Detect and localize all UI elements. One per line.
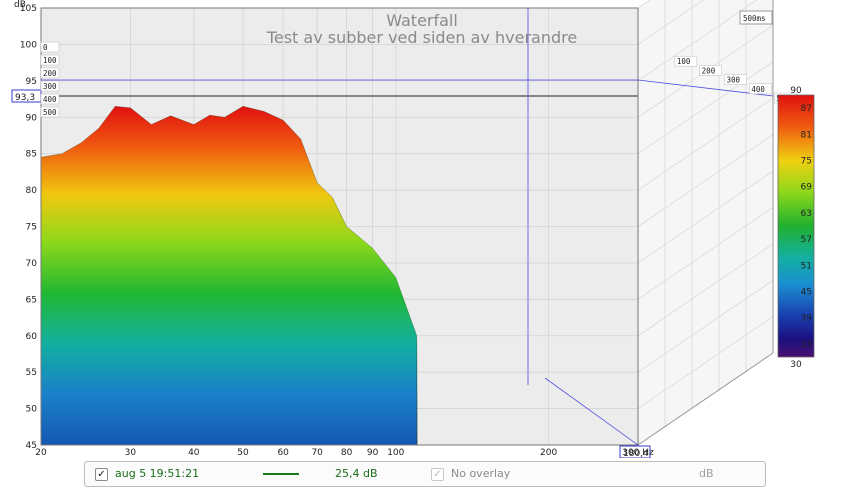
left-time-box (40, 106, 60, 118)
colorbar-tick-label: 81 (801, 130, 812, 140)
left-time-box (40, 54, 60, 66)
y-tick-label: 90 (26, 113, 38, 123)
floor-edge (637, 352, 774, 446)
colorbar-tick-label: 63 (801, 209, 812, 219)
right-grid-y-4 (637, 207, 774, 300)
cursor-x-label: 180,4 (623, 449, 649, 458)
x-tick-label: 60 (277, 448, 289, 458)
left-time-label: 300 (43, 82, 57, 91)
x-tick-label: 100 (387, 448, 404, 458)
right-time-box (699, 65, 722, 76)
legend-bar: ✓ aug 5 19:51:21 25,4 dB ✓ No overlay dB (84, 461, 766, 487)
right-time-box (674, 55, 698, 67)
left-time-box (40, 80, 60, 92)
series-line-swatch (263, 473, 299, 475)
colorbar-gradient (777, 94, 815, 358)
left-time-label: 0 (43, 43, 48, 52)
right-grid-y-6 (637, 134, 774, 227)
x-tick-label: 80 (341, 448, 353, 458)
left-time-box (40, 93, 60, 105)
overlay-checkbox[interactable]: ✓ (431, 468, 444, 481)
right-grid-y-2 (637, 279, 774, 373)
left-time-label: 100 (43, 56, 57, 65)
y-tick-label: 60 (26, 332, 38, 342)
overlay-unit: dB (699, 467, 714, 480)
surface-slice-0 (40, 106, 417, 446)
right-grid-y-1 (637, 316, 774, 409)
x-tick-label: 40 (188, 448, 200, 458)
right-wall-plane (638, 0, 773, 445)
series-checkbox[interactable]: ✓ (95, 468, 108, 481)
chart-title: Waterfall (386, 11, 458, 30)
y-tick-label: 105 (20, 4, 37, 14)
left-time-label: 400 (43, 95, 57, 104)
colorbar-tick-label: 75 (801, 157, 812, 167)
waterfall-surface (40, 106, 417, 446)
colorbar-tick-label: 57 (801, 235, 812, 245)
right-time-box (749, 83, 772, 95)
y-tick-label: 50 (26, 405, 38, 415)
left-time-box (40, 41, 60, 53)
x-tick-label: 20 (35, 448, 47, 458)
cursor-y-label: 93,3 (15, 93, 35, 103)
x-tick-label: 90 (367, 448, 379, 458)
y-tick-label: 45 (26, 441, 37, 451)
x-tick-label: 200 (540, 448, 557, 458)
series-value: 25,4 dB (335, 467, 378, 480)
cursor-lines: 93,3 180,4 (11, 8, 774, 458)
waterfall-plot: 93,3 180,4 20 30 40 50 60 70 80 90 100 200 300 Hz 45… (11, 0, 815, 458)
colorbar-tick-label: 39 (801, 314, 813, 324)
right-time-label: 200 (702, 66, 716, 75)
y-tick-label: 70 (26, 259, 38, 269)
cursor-depth-floor (544, 377, 639, 446)
colorbar: 90 30 87 81 75 69 63 57 51 45 39 33 (777, 86, 815, 370)
y-tick-label: 75 (26, 223, 37, 233)
colorbar-min-label: 30 (790, 360, 802, 370)
right-grid-y-7 (637, 97, 774, 191)
right-time-label: 300 (727, 76, 741, 85)
y-tick-label: 95 (26, 77, 37, 87)
y-tick-label: 85 (26, 150, 37, 160)
right-time-label: 100 (677, 57, 691, 66)
colorbar-tick-label: 45 (801, 288, 812, 298)
colorbar-tick-label: 33 (801, 340, 812, 350)
colorbar-tick-label: 87 (801, 104, 812, 114)
series-name: aug 5 19:51:21 (115, 467, 200, 480)
right-grid-y-11 (637, 0, 704, 45)
x-tick-label: 70 (311, 448, 323, 458)
time-window-label: 500ms (743, 14, 766, 23)
cursor-x-box (619, 445, 651, 458)
right-grid-y-10 (637, 0, 758, 82)
chart-subtitle: Test av subber ved siden av hverandre (266, 28, 577, 47)
colorbar-tick-label: 69 (801, 183, 813, 193)
right-time-label: 400 (751, 85, 765, 94)
y-tick-label: 55 (26, 368, 37, 378)
right-grid-y-8 (637, 61, 774, 154)
y-tick-label: 80 (26, 186, 38, 196)
left-time-label: 500 (43, 108, 57, 117)
x-tick-label: 300 Hz (622, 448, 654, 458)
y-tick-label: 100 (20, 40, 37, 50)
colorbar-max-label: 90 (790, 86, 802, 96)
right-time-box (724, 74, 747, 85)
x-tick-label: 30 (125, 448, 137, 458)
left-time-label: 200 (43, 69, 57, 78)
y-tick-label: 65 (26, 295, 37, 305)
y-unit-label: dB (14, 0, 26, 10)
time-window-box (739, 10, 773, 25)
right-grid-y-5 (637, 170, 774, 264)
right-grid-y-3 (637, 243, 774, 337)
overlay-label: No overlay (451, 467, 511, 480)
x-tick-label: 50 (237, 448, 249, 458)
colorbar-tick-label: 51 (801, 261, 812, 271)
left-time-box (40, 67, 60, 79)
